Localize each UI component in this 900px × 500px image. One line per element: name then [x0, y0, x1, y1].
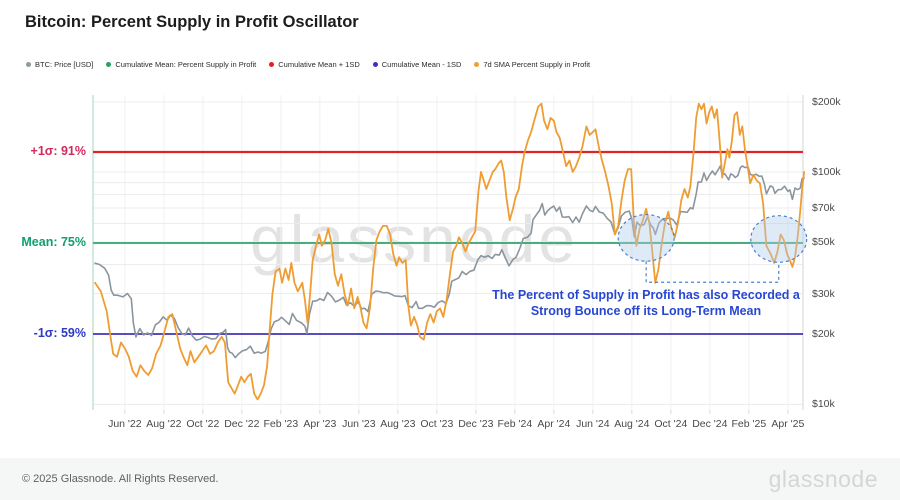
x-axis-tick: Aug '22: [146, 418, 182, 430]
x-axis-tick: Feb '25: [731, 418, 767, 430]
oscillator-line: [94, 102, 805, 401]
y-axis-right-tick: $50k: [812, 235, 835, 248]
legend-dot: [26, 62, 31, 67]
legend-label: 7d SMA Percent Supply in Profit: [483, 60, 591, 69]
legend-label: Cumulative Mean - 1SD: [381, 60, 462, 69]
copyright-text: © 2025 Glassnode. All Rights Reserved.: [22, 473, 219, 485]
minus-1sd-label: -1σ: 59%: [33, 326, 86, 340]
legend-item-1: BTC: Price [USD]: [26, 60, 93, 69]
legend-item-2: Cumulative Mean: Percent Supply in Profi…: [106, 60, 256, 69]
legend-label: BTC: Price [USD]: [35, 60, 94, 69]
x-axis-tick: Oct '24: [654, 418, 688, 430]
x-axis-tick: Apr '24: [537, 418, 571, 430]
y-axis-right-tick: $70k: [812, 201, 835, 214]
annotation-line-2: Strong Bounce off its Long-Term Mean: [530, 304, 762, 318]
x-axis-tick: Oct '23: [420, 418, 454, 430]
legend-label: Cumulative Mean + 1SD: [278, 60, 360, 69]
footer: © 2025 Glassnode. All Rights Reserved. g…: [0, 458, 900, 500]
legend-dot: [106, 62, 112, 67]
legend: BTC: Price [USD] Cumulative Mean: Percent…: [26, 60, 590, 69]
x-axis-tick: Jun '24: [576, 418, 610, 430]
mean-label: Mean: 75%: [21, 235, 86, 249]
legend-item-5: 7d SMA Percent Supply in Profit: [474, 60, 590, 69]
annotation-line-1: The Percent of Supply in Profit has also…: [492, 288, 800, 302]
x-axis-tick: Aug '24: [614, 418, 650, 430]
x-axis-tick: Feb '23: [263, 418, 299, 430]
x-axis-tick: Dec '24: [692, 418, 728, 430]
y-axis-right-tick: $10k: [812, 398, 835, 411]
x-axis-tick: Jun '23: [342, 418, 376, 430]
y-axis-right-tick: $20k: [812, 328, 835, 341]
legend-dot: [474, 62, 480, 67]
annotation-text: The Percent of Supply in Profit has also…: [456, 287, 836, 319]
x-axis-tick: Dec '22: [224, 418, 260, 430]
x-axis-tick: Apr '23: [303, 418, 337, 430]
x-axis-tick: Oct '22: [186, 418, 220, 430]
glassnode-watermark: glassnode: [250, 202, 578, 276]
page-title: Bitcoin: Percent Supply in Profit Oscill…: [25, 13, 359, 31]
glassnode-logo: glassnode: [768, 465, 878, 492]
y-axis-right-tick: $200k: [812, 96, 841, 109]
annotation-bracket: [645, 261, 780, 283]
y-axis-right-tick: $100k: [812, 166, 841, 178]
plus-1sd-label: +1σ: 91%: [30, 144, 86, 158]
legend-label: Cumulative Mean: Percent Supply in Profi…: [115, 60, 257, 69]
x-axis-tick: Feb '24: [497, 418, 533, 430]
legend-dot: [372, 62, 378, 67]
y-axis-right-tick: $30k: [812, 287, 835, 300]
x-axis-tick: Jun '22: [108, 418, 142, 430]
legend-dot: [269, 62, 275, 67]
highlight-ellipse-1: [617, 213, 675, 262]
highlight-ellipse-2: [750, 215, 808, 263]
x-axis-tick: Apr '25: [771, 418, 805, 430]
legend-item-4: Cumulative Mean - 1SD: [372, 60, 462, 69]
x-axis-tick: Dec '23: [458, 418, 494, 430]
price-line: [94, 165, 805, 359]
legend-item-3: Cumulative Mean + 1SD: [269, 60, 360, 69]
x-axis-tick: Aug '23: [380, 418, 416, 430]
